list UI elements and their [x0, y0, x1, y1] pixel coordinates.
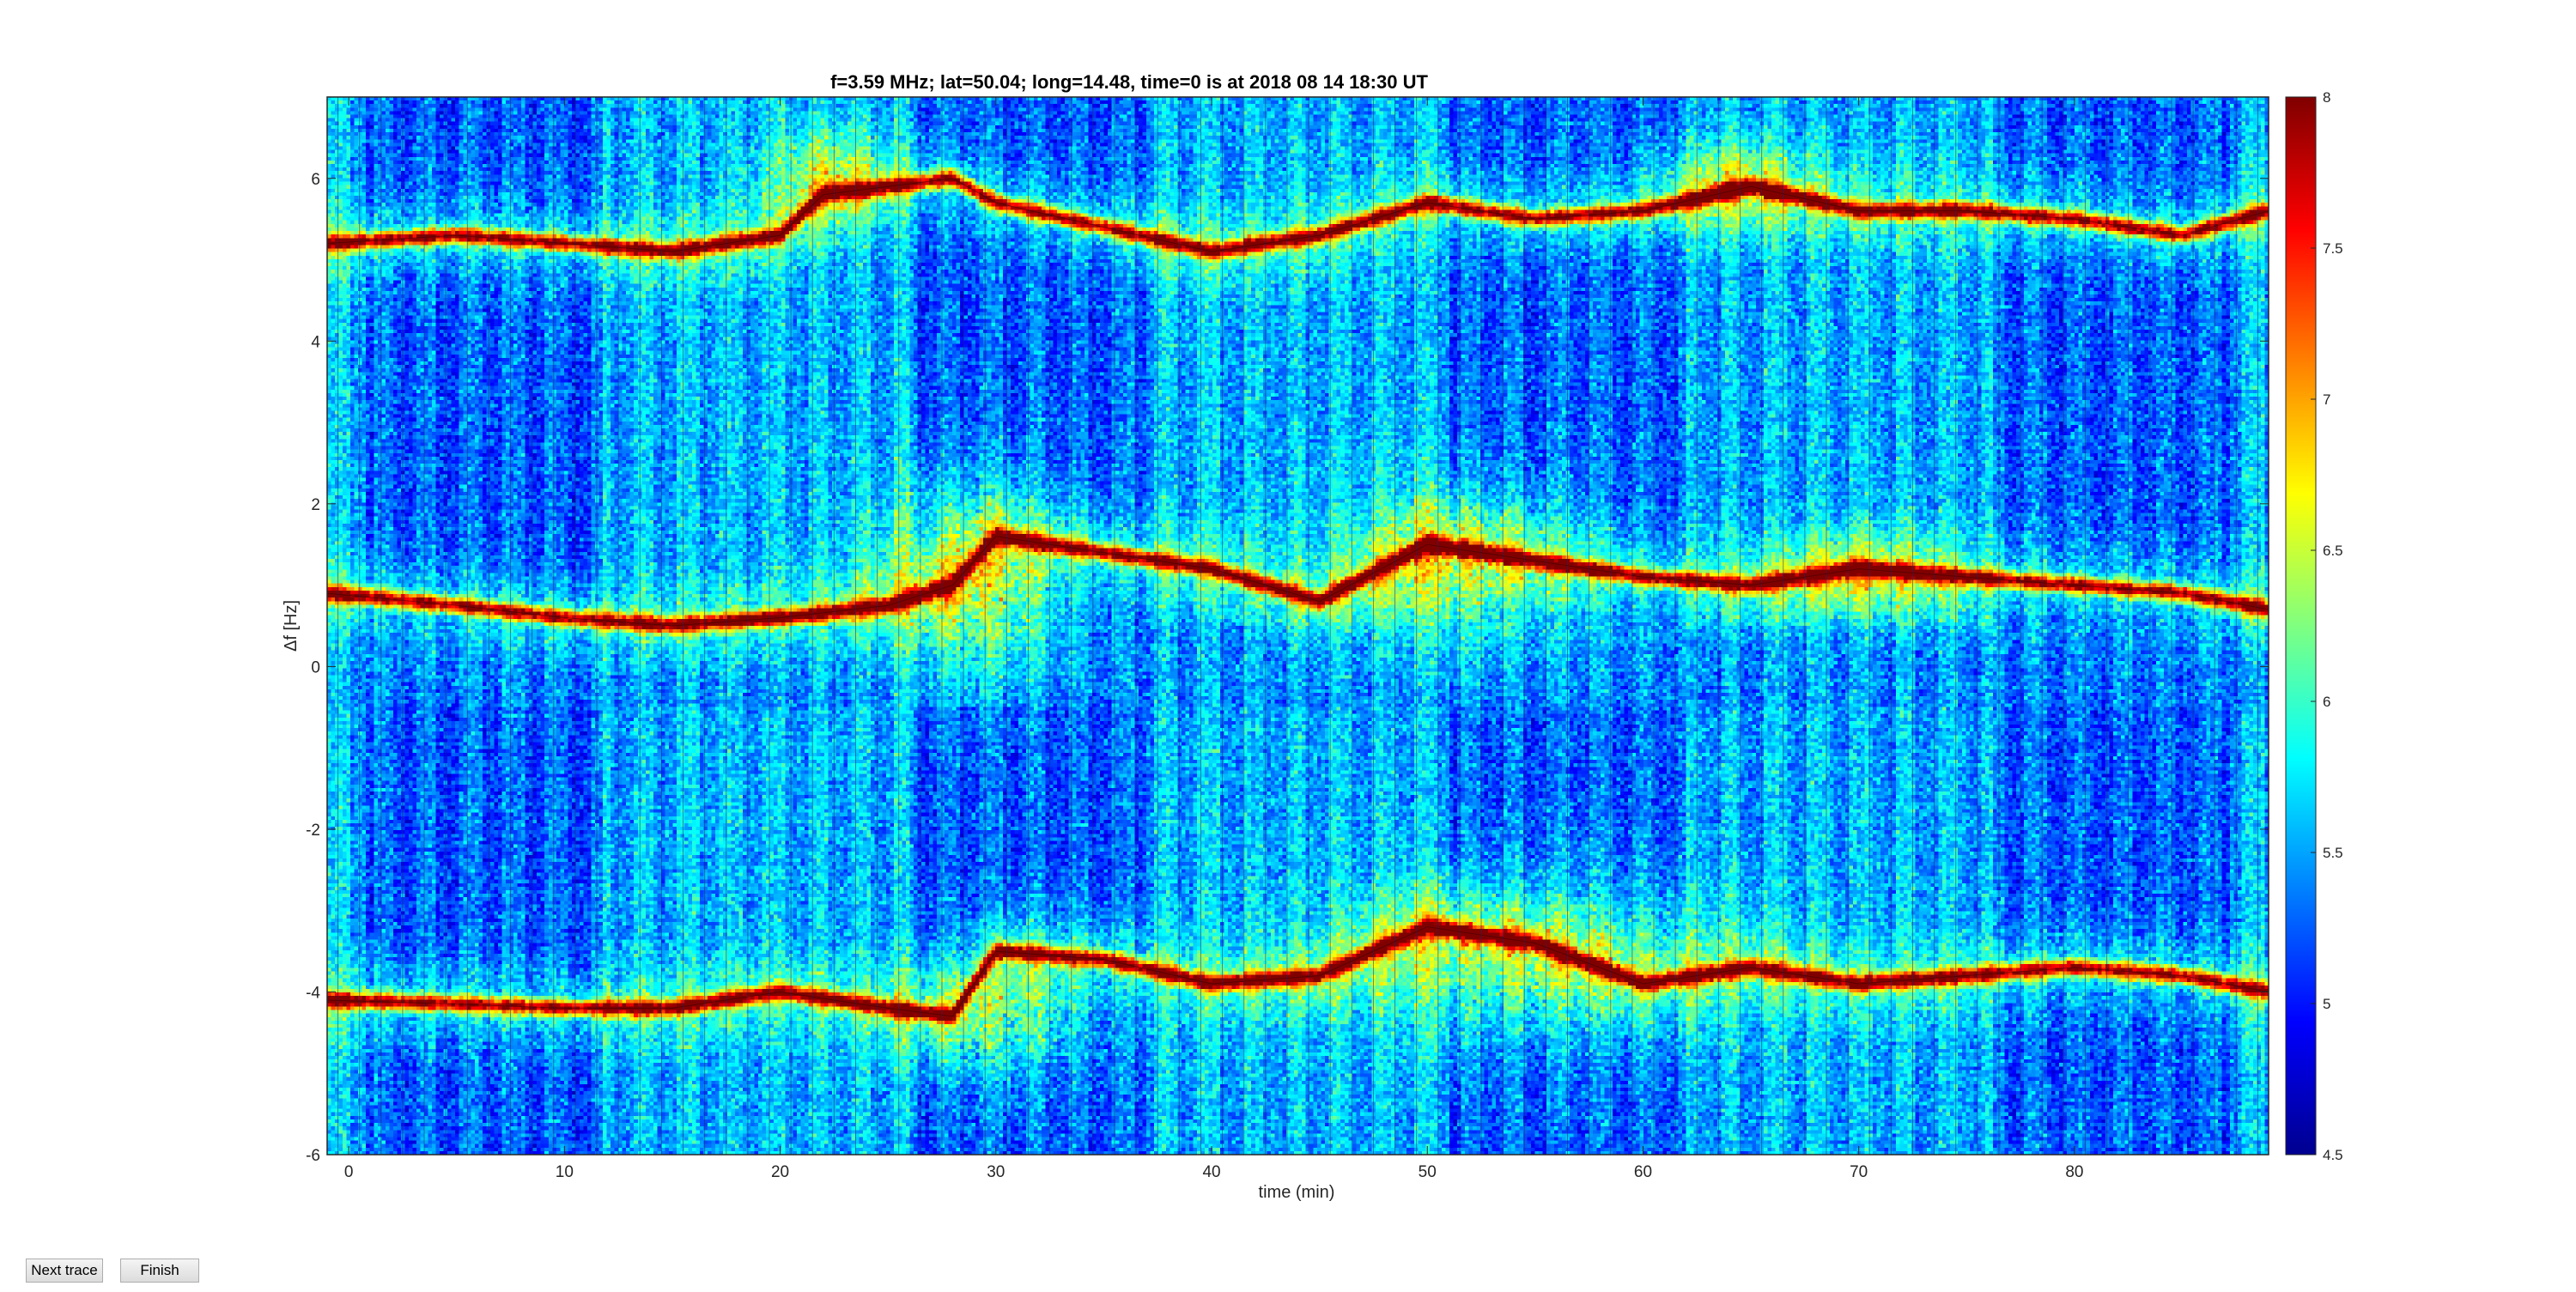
x-axis-label: time (min) — [1259, 1183, 1335, 1202]
x-tick-label: 50 — [1419, 1163, 1437, 1181]
x-tick-label: 30 — [987, 1163, 1005, 1181]
y-axis-ticks: -6 -4 -2 0 2 4 6 — [306, 171, 2269, 1165]
colorbar-tick-label: 7 — [2323, 391, 2330, 408]
colorbar-tick-label: 5 — [2323, 996, 2330, 1012]
colorbar-tick-label: 7.5 — [2323, 240, 2343, 257]
gap-lines — [337, 97, 2258, 1155]
colorbar-tick-label: 6 — [2323, 694, 2330, 710]
colorbar-ticks: 4.5 5 5.5 6 6.5 7 7.5 8 — [2311, 89, 2343, 1163]
trace-line — [326, 926, 2269, 1017]
y-tick-label: 0 — [311, 658, 320, 676]
x-tick-label: 60 — [1634, 1163, 1652, 1181]
x-tick-label: 0 — [344, 1163, 354, 1181]
colorbar-tick-label: 6.5 — [2323, 543, 2343, 559]
y-tick-label: 2 — [311, 496, 320, 514]
next-trace-button[interactable]: Next trace — [26, 1259, 103, 1283]
x-tick-label: 70 — [1850, 1163, 1868, 1181]
x-tick-label: 20 — [771, 1163, 789, 1181]
colorbar-tick-label: 8 — [2323, 89, 2330, 106]
plot-frame — [326, 96, 2269, 1156]
x-axis-ticks: 0 10 20 30 40 50 60 70 80 — [344, 97, 2083, 1181]
trace-line — [326, 536, 2269, 627]
colorbar-tick-label: 5.5 — [2323, 845, 2343, 861]
chart-title: f=3.59 MHz; lat=50.04; long=14.48, time=… — [830, 71, 1428, 93]
trace-line — [326, 178, 2269, 252]
x-tick-label: 80 — [2065, 1163, 2083, 1181]
y-tick-label: 6 — [311, 171, 320, 189]
x-tick-label: 40 — [1202, 1163, 1220, 1181]
colorbar — [2285, 96, 2317, 1156]
spectrogram-heatmap — [327, 97, 2269, 1155]
x-tick-label: 10 — [556, 1163, 574, 1181]
y-tick-label: -6 — [306, 1147, 320, 1165]
y-tick-label: -4 — [306, 984, 320, 1002]
y-tick-label: 4 — [311, 333, 320, 351]
trace-lines — [326, 178, 2269, 1017]
finish-button[interactable]: Finish — [120, 1259, 199, 1283]
colorbar-tick-label: 4.5 — [2323, 1147, 2343, 1163]
y-tick-label: -2 — [306, 822, 320, 840]
y-axis-label: Δf [Hz] — [282, 600, 301, 652]
